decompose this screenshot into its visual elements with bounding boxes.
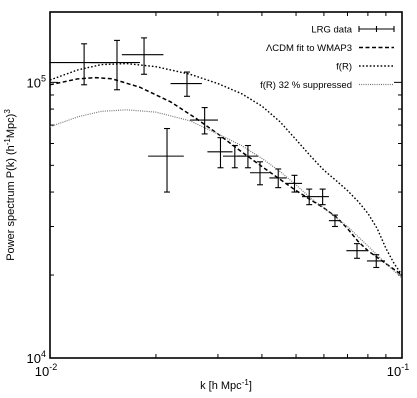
data-point [190, 108, 218, 134]
legend-label: f(R) 32 % suppressed [260, 80, 352, 91]
legend: LRG data ΛCDM fit to WMAP3 f(R) f(R) 32 % s… [260, 25, 394, 92]
legend-label: ΛCDM fit to WMAP3 [266, 43, 352, 54]
legend-entry: ΛCDM fit to WMAP3 [266, 43, 394, 54]
series-layer [50, 38, 402, 278]
data-point [346, 244, 367, 259]
data-point [122, 38, 164, 74]
legend-label: LRG data [311, 25, 352, 36]
series-line [50, 110, 402, 278]
data-point [287, 175, 302, 192]
data-point [269, 169, 286, 188]
data-point [237, 146, 258, 168]
data-point [90, 40, 140, 89]
data-point [148, 129, 184, 193]
series-line [50, 64, 402, 275]
y-tick-label: 105 [27, 73, 46, 90]
legend-entry: LRG data [311, 25, 394, 36]
data-point [329, 215, 341, 226]
data-point [316, 189, 329, 205]
x-tick-label: 10-1 [387, 362, 409, 379]
data-point [171, 72, 202, 96]
x-axis-label: k [h Mpc-1] [200, 378, 252, 392]
y-axis-label: Power spectrum P(k) (h-1Mpc)3 [3, 109, 17, 261]
legend-label: f(R) [336, 62, 352, 73]
legend-entry: f(R) 32 % suppressed [260, 80, 394, 91]
legend-entry: f(R) [336, 62, 394, 73]
data-point [367, 255, 385, 268]
data-point [250, 162, 269, 185]
series-line [50, 78, 402, 275]
